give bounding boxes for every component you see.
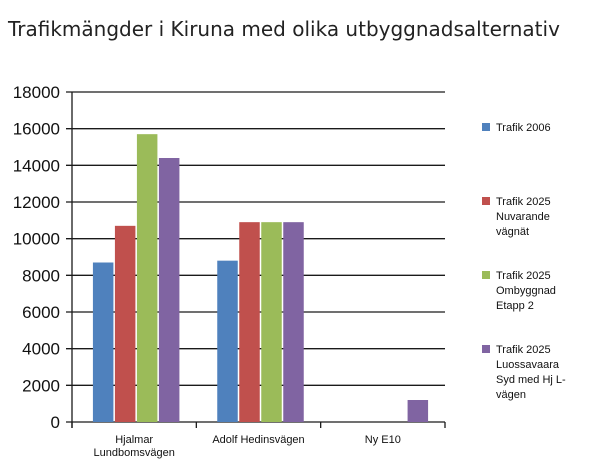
legend-label: Trafik 2025 Luossavaara Syd med Hj L-vägen: [496, 344, 566, 401]
bar: [158, 158, 180, 422]
legend-label: Trafik 2025 Ombyggnad Etapp 2: [496, 270, 556, 312]
x-axis-ticks: Hjalmar Lundbomsvägen Adolf Hedinsvägen Ny …: [93, 434, 400, 459]
y-tick-label: 0: [51, 413, 60, 432]
y-tick-label: 18000: [13, 83, 60, 102]
bar: [261, 222, 282, 422]
x-tick-label: Hjalmar Lundbomsvägen: [93, 434, 174, 459]
bar: [407, 400, 429, 422]
bar: [136, 134, 158, 422]
legend: Trafik 2006 Trafik 2025 Nuvarande vägnät Tra…: [482, 122, 566, 401]
legend-swatch: [482, 197, 490, 205]
x-tick-label: Adolf Hedinsvägen: [212, 434, 304, 446]
bar: [114, 225, 136, 422]
bar: [239, 222, 260, 422]
bars: [92, 134, 429, 422]
bar: [283, 222, 304, 422]
y-tick-label: 6000: [22, 303, 60, 322]
y-tick-label: 10000: [13, 230, 60, 249]
y-tick-label: 14000: [13, 156, 60, 175]
legend-label: Trafik 2025 Nuvarande vägnät: [496, 196, 551, 238]
legend-swatch: [482, 271, 490, 279]
y-tick-label: 2000: [22, 376, 60, 395]
x-tick-label: Ny E10: [365, 434, 401, 446]
y-tick-label: 8000: [22, 266, 60, 285]
chart-title: Trafikmängder i Kiruna med olika utbyggn…: [7, 17, 560, 41]
bar: [217, 260, 238, 422]
y-axis-ticks: 18000 16000 14000 12000 10000 8000 6000 4000 200…: [13, 83, 60, 432]
y-tick-label: 4000: [22, 340, 60, 359]
y-tick-label: 12000: [13, 193, 60, 212]
legend-label: Trafik 2006: [496, 122, 551, 134]
bar: [92, 262, 114, 422]
y-tick-label: 16000: [13, 120, 60, 139]
legend-swatch: [482, 123, 490, 131]
legend-swatch: [482, 345, 490, 353]
